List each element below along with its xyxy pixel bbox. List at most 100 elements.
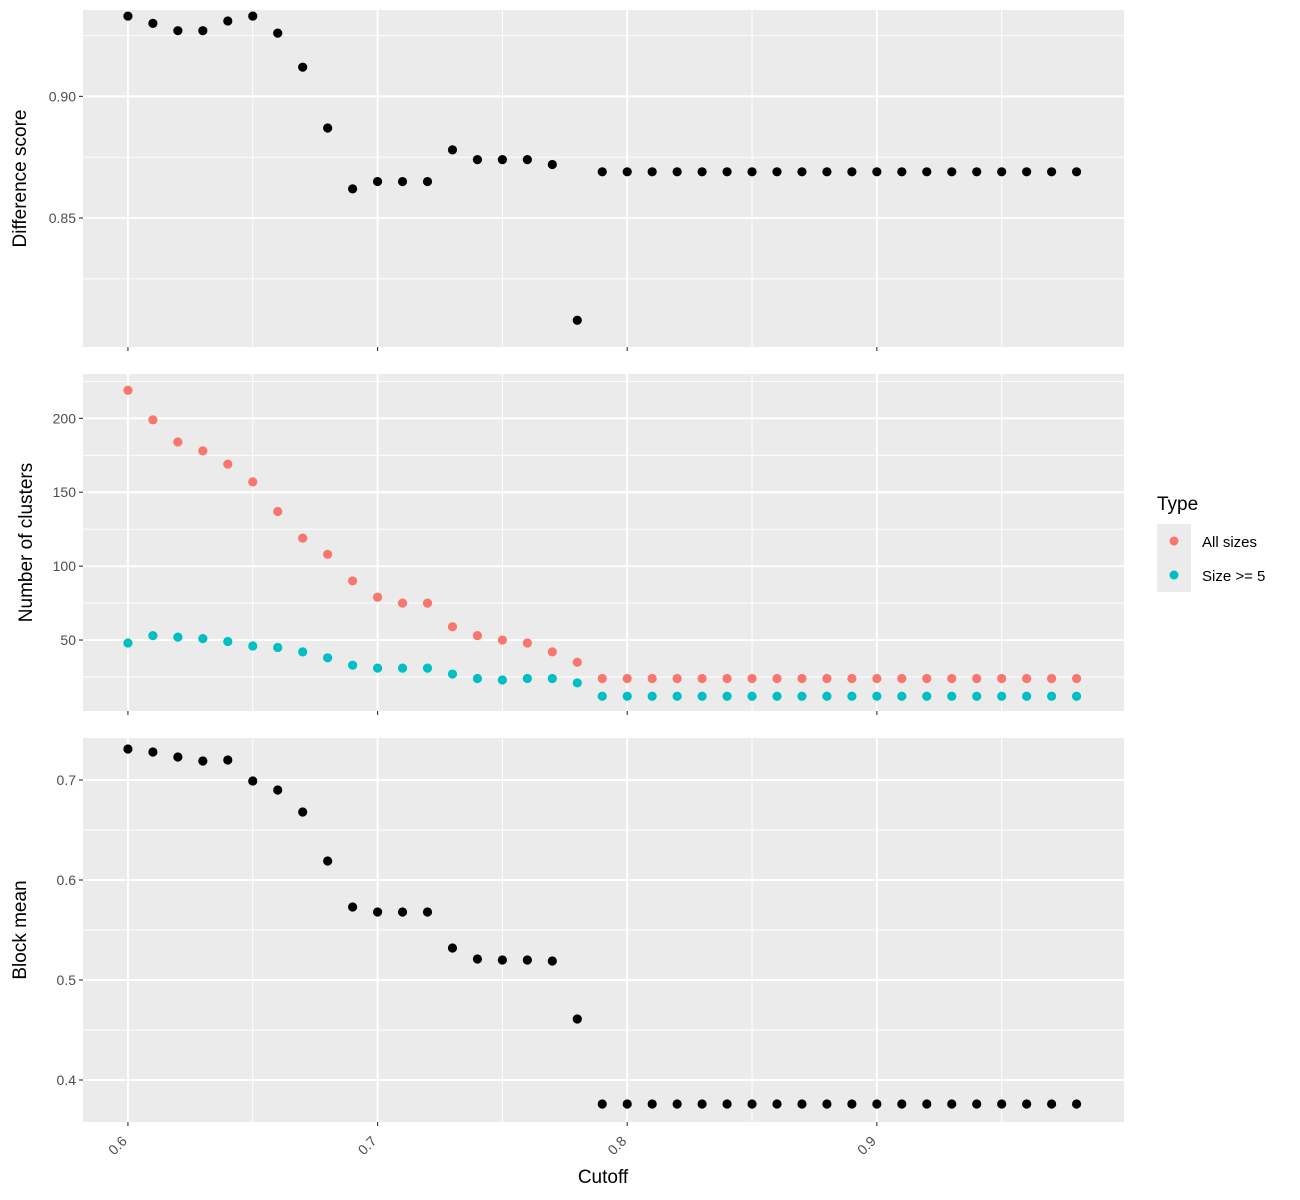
data-point (622, 691, 632, 701)
data-point (947, 1099, 957, 1109)
data-point (422, 598, 433, 608)
data-point (223, 16, 233, 26)
y-tick-label: 0.6 (57, 872, 77, 888)
data-point (348, 576, 358, 586)
data-point (123, 638, 133, 648)
data-point (1022, 167, 1032, 177)
data-point (148, 747, 158, 757)
data-point (747, 673, 757, 684)
data-point (372, 907, 383, 917)
data-point (273, 785, 283, 795)
data-point (597, 673, 607, 684)
data-point (872, 1099, 882, 1109)
data-point (273, 506, 283, 517)
legend-label-all-sizes: All sizes (1202, 534, 1257, 551)
y-tick-label: 100 (53, 558, 77, 574)
data-point (597, 167, 607, 177)
data-point (248, 776, 258, 786)
data-point (772, 673, 782, 684)
data-point (447, 943, 458, 953)
data-point (198, 756, 208, 766)
data-point (972, 673, 982, 684)
data-point (148, 415, 158, 425)
y-tick-label: 150 (53, 484, 77, 500)
data-point (298, 647, 308, 657)
data-point (797, 691, 807, 701)
data-point (922, 673, 932, 684)
data-point (447, 622, 458, 632)
panel-3: 0.4 0.5 0.6 0.7 0.6 0.7 0.8 0.9 Block mean (10, 738, 1124, 1158)
y-tick-label: 0.5 (57, 972, 77, 988)
data-point (772, 691, 782, 701)
data-point (972, 167, 982, 177)
x-tick-label: 0.7 (355, 1133, 380, 1158)
data-point (947, 673, 957, 684)
x-tick-label: 0.6 (105, 1133, 130, 1158)
data-point (547, 956, 557, 966)
data-point (472, 631, 483, 641)
data-point (497, 155, 507, 165)
data-point (697, 167, 707, 177)
data-point (547, 647, 557, 657)
data-point (472, 954, 483, 964)
data-point (897, 167, 907, 177)
data-point (223, 636, 233, 647)
data-point (747, 167, 757, 177)
data-point (148, 18, 158, 28)
panel-1: 0.85 0.90 Difference score (10, 10, 1124, 351)
data-point (722, 167, 732, 177)
data-point (772, 167, 782, 177)
data-point (298, 807, 308, 817)
legend-swatch-all-sizes (1169, 536, 1179, 546)
data-point (1047, 673, 1057, 684)
legend-label-size-5: Size >= 5 (1202, 568, 1265, 585)
data-point (497, 675, 507, 685)
data-point (173, 632, 183, 642)
data-point (522, 955, 532, 965)
y-axis-title: Difference score (10, 110, 31, 248)
legend: Type All sizes Size >= 5 (1157, 494, 1265, 592)
data-point (372, 592, 383, 602)
data-point (622, 673, 632, 684)
data-point (422, 663, 433, 673)
data-point (847, 691, 857, 701)
y-axis-title: Block mean (10, 880, 31, 979)
data-point (397, 907, 408, 917)
data-point (897, 1099, 907, 1109)
data-point (422, 907, 433, 917)
data-point (697, 1099, 707, 1109)
data-point (972, 691, 982, 701)
data-point (647, 673, 657, 684)
data-point (597, 691, 607, 701)
data-point (897, 691, 907, 701)
data-point (273, 28, 283, 38)
y-tick-label: 0.85 (49, 210, 76, 226)
data-point (123, 11, 133, 21)
data-point (647, 691, 657, 701)
data-point (922, 1099, 932, 1109)
series-1 (123, 744, 1082, 1109)
data-point (323, 653, 333, 663)
data-point (123, 385, 133, 395)
data-point (1071, 167, 1082, 177)
data-point (872, 691, 882, 701)
data-point (572, 657, 582, 667)
data-point (1022, 1099, 1032, 1109)
data-point (597, 1099, 607, 1109)
data-point (797, 673, 807, 684)
data-point (722, 673, 732, 684)
data-point (622, 1099, 632, 1109)
data-point (797, 1099, 807, 1109)
data-point (1022, 691, 1032, 701)
data-point (822, 1099, 832, 1109)
data-point (772, 1099, 782, 1109)
data-point (647, 1099, 657, 1109)
data-point (173, 26, 183, 36)
data-point (672, 1099, 682, 1109)
data-point (922, 691, 932, 701)
data-point (397, 663, 408, 673)
data-point (348, 660, 358, 670)
data-point (298, 62, 308, 72)
data-point (847, 1099, 857, 1109)
data-point (572, 1014, 582, 1024)
